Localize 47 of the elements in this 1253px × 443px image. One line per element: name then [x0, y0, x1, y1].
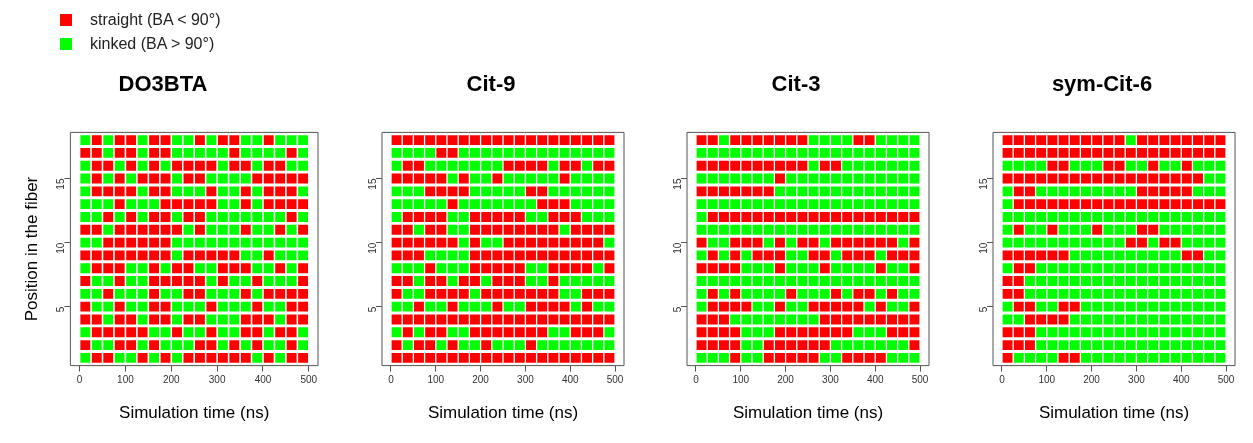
x-tick-label: 500 — [912, 374, 930, 386]
legend-label: straight (BA < 90°) — [90, 11, 221, 29]
x-tick-label: 200 — [777, 374, 795, 386]
x-axis-title: Simulation time (ns) — [733, 403, 884, 423]
y-tick-label: 10 — [672, 242, 684, 254]
x-axis-title: Simulation time (ns) — [1038, 403, 1190, 423]
y-tick-label: 15 — [672, 178, 684, 190]
y-tick-label: 5 — [977, 306, 989, 313]
y-axis-title: Position in the fiber — [21, 176, 41, 322]
y-tick-label: 10 — [55, 242, 67, 254]
y-tick-label: 15 — [366, 178, 378, 190]
y-tick-label: 5 — [366, 306, 378, 313]
x-tick-label: 500 — [1217, 374, 1235, 386]
x-tick-label: 100 — [732, 374, 750, 386]
x-tick-label: 400 — [867, 374, 885, 386]
y-tick-label: 15 — [977, 178, 989, 190]
x-tick-label: 400 — [561, 374, 579, 386]
y-tick-label: 10 — [977, 242, 989, 254]
x-tick-label: 100 — [427, 374, 445, 386]
x-tick-label: 100 — [117, 374, 135, 386]
x-tick-label: 400 — [254, 374, 272, 386]
x-tick-label: 500 — [606, 374, 624, 386]
x-tick-label: 0 — [387, 374, 394, 386]
x-tick-label: 300 — [516, 374, 534, 386]
chart-title: sym-Cit-6 — [1051, 71, 1153, 97]
x-axis-title: Simulation time (ns) — [427, 403, 578, 423]
x-tick-label: 0 — [76, 374, 83, 386]
y-tick-label: 10 — [366, 242, 378, 254]
x-tick-label: 0 — [999, 374, 1006, 386]
x-tick-label: 300 — [1128, 374, 1146, 386]
chart-title: Cit-3 — [771, 71, 821, 97]
x-tick-label: 500 — [300, 374, 318, 386]
x-tick-label: 400 — [1172, 374, 1190, 386]
legend-label: kinked (BA > 90°) — [90, 35, 215, 53]
y-tick-label: 15 — [55, 178, 67, 190]
x-tick-label: 0 — [693, 374, 700, 386]
x-tick-label: 200 — [162, 374, 181, 386]
x-tick-label: 200 — [1083, 374, 1101, 386]
x-tick-label: 300 — [208, 374, 226, 386]
chart-title: DO3BTA — [118, 71, 208, 97]
x-tick-label: 200 — [471, 374, 490, 386]
x-tick-label: 300 — [822, 374, 840, 386]
y-tick-label: 5 — [55, 306, 67, 313]
x-tick-label: 100 — [1038, 374, 1056, 386]
chart-title: Cit-9 — [466, 71, 516, 97]
x-axis-title: Simulation time (ns) — [119, 403, 270, 423]
y-tick-label: 5 — [672, 306, 684, 313]
